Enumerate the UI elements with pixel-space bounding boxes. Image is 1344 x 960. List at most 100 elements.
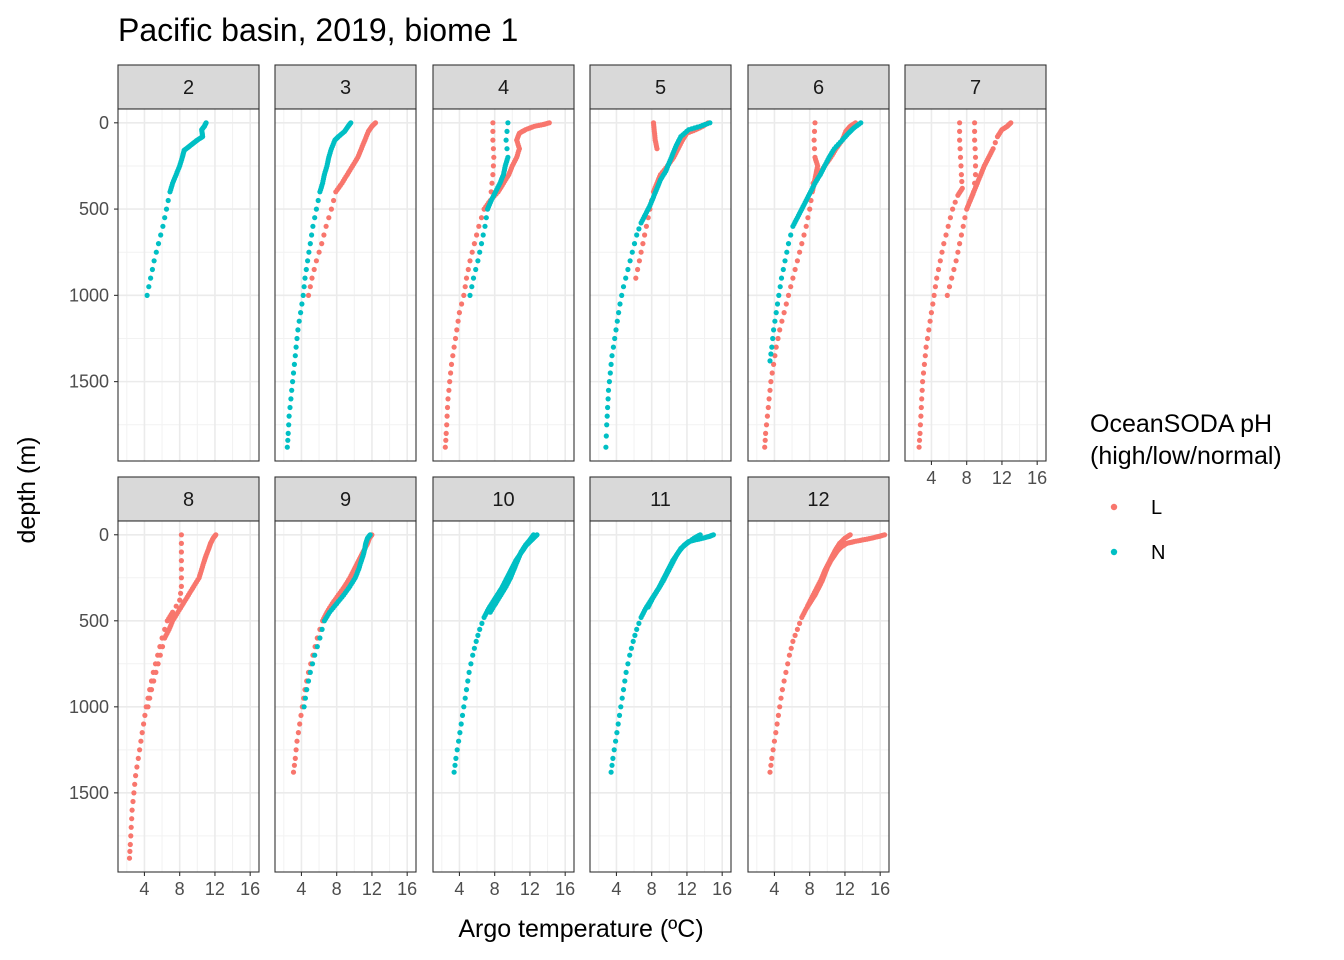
data-point-l: [290, 769, 297, 775]
data-point-l: [654, 146, 660, 152]
data-point-n: [606, 379, 613, 385]
data-point-l: [164, 618, 170, 624]
data-point-l: [955, 192, 961, 198]
data-point-l: [178, 583, 184, 590]
data-point-n: [628, 645, 635, 651]
facet-strip-label: 10: [492, 489, 514, 511]
data-point-n: [630, 638, 636, 645]
data-point-l: [178, 549, 184, 555]
data-point-l: [781, 310, 787, 316]
data-point-l: [775, 335, 781, 342]
x-tick-label: 16: [555, 879, 575, 899]
data-point-l: [783, 301, 789, 307]
facet-strip-label: 5: [655, 77, 666, 99]
data-point-n: [603, 433, 609, 439]
data-point-l: [794, 626, 801, 633]
data-point-l: [471, 241, 477, 247]
data-point-l: [444, 413, 450, 419]
data-point-n: [473, 266, 479, 273]
data-point-n: [293, 344, 299, 350]
x-tick-label: 8: [647, 879, 657, 899]
data-point-n: [313, 206, 319, 212]
x-tick-label: 4: [139, 879, 149, 899]
data-point-l: [943, 232, 949, 238]
facet-panel-5: 5: [589, 64, 732, 462]
data-point-n: [645, 604, 651, 610]
data-point-l: [454, 327, 460, 333]
facet-strip-label: 6: [813, 77, 824, 99]
data-point-l: [962, 215, 968, 221]
data-point-l: [178, 566, 184, 572]
x-tick-label: 8: [175, 879, 185, 899]
data-point-l: [958, 163, 964, 169]
data-point-l: [450, 353, 456, 359]
panel-background: [118, 109, 259, 461]
facet-strip: [747, 476, 890, 522]
data-point-l: [788, 284, 794, 290]
data-point-n: [613, 738, 619, 744]
data-point-n: [622, 678, 628, 684]
data-point-l: [811, 128, 818, 134]
data-point-l: [489, 180, 495, 186]
data-point-n: [632, 632, 638, 639]
data-point-l: [178, 575, 184, 581]
facet-strip: [274, 476, 417, 522]
data-point-l: [152, 661, 159, 667]
data-point-n: [772, 318, 778, 324]
data-point-n: [638, 614, 644, 621]
data-point-n: [768, 351, 774, 357]
data-point-l: [775, 712, 782, 719]
data-point-n: [287, 404, 293, 411]
data-point-l: [150, 669, 156, 676]
panel-background: [905, 109, 1046, 461]
data-point-n: [466, 669, 472, 676]
data-point-n: [306, 249, 312, 255]
data-point-n: [286, 413, 292, 419]
data-point-n: [310, 223, 316, 229]
facet-panel-7: 7 4 8 12 16: [904, 64, 1047, 488]
data-point-n: [618, 704, 624, 710]
data-point-l: [769, 755, 775, 762]
data-point-l: [811, 137, 817, 143]
data-point-n: [773, 310, 779, 316]
data-point-l: [957, 137, 963, 143]
data-point-l: [770, 747, 776, 753]
data-point-l: [931, 292, 937, 298]
data-point-n: [612, 335, 618, 342]
data-point-l: [138, 738, 144, 744]
data-point-n: [770, 335, 776, 342]
data-point-n: [285, 430, 291, 436]
data-point-n: [153, 249, 159, 255]
data-point-l: [444, 404, 451, 411]
data-point-n: [604, 413, 610, 419]
data-point-n: [470, 652, 476, 658]
data-point-l: [638, 249, 644, 255]
data-point-l: [781, 678, 787, 684]
data-point-l: [633, 275, 639, 281]
data-point-n: [288, 396, 294, 402]
data-point-n: [144, 292, 150, 298]
y-tick-label: 1500: [69, 372, 109, 392]
data-point-n: [620, 687, 627, 693]
data-point-l: [292, 755, 298, 762]
data-point-l: [132, 781, 138, 787]
data-point-n: [614, 730, 620, 736]
data-point-n: [782, 258, 788, 264]
data-point-l: [305, 292, 312, 298]
data-point-n: [603, 444, 609, 450]
y-tick-label: 500: [79, 611, 109, 631]
data-point-n: [165, 197, 171, 204]
data-point-l: [958, 232, 965, 238]
data-point-l: [127, 841, 133, 848]
data-point-n: [321, 618, 327, 624]
x-tick-label: 4: [611, 879, 621, 899]
data-point-l: [805, 602, 811, 608]
data-point-l: [790, 638, 796, 645]
data-point-n: [453, 755, 459, 762]
data-point-n: [483, 215, 489, 221]
facet-strip-label: 3: [340, 77, 351, 99]
data-point-n: [609, 762, 615, 768]
data-point-l: [442, 444, 448, 450]
data-point-n: [456, 738, 462, 744]
data-point-l: [321, 232, 327, 238]
